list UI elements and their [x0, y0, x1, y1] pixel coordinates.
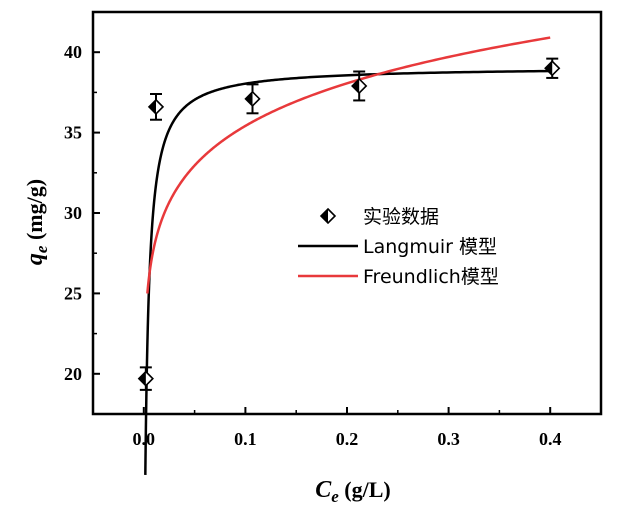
marker-left-half — [321, 209, 328, 223]
data-point — [137, 370, 154, 387]
y-tick-label: 25 — [64, 283, 82, 303]
y-tick-label: 35 — [64, 123, 82, 143]
marker-outline — [544, 60, 561, 77]
data-point — [244, 90, 261, 107]
x-axis-label: Ce (g/L) — [315, 477, 391, 506]
series-line-freundlich — [146, 36, 551, 295]
y-axis-label: qe (mg/g) — [22, 179, 51, 265]
series-line-langmuir — [144, 69, 551, 475]
marker-outline — [319, 207, 337, 225]
marker-right-half — [252, 91, 260, 106]
legend-label: Freundlich模型 — [363, 266, 499, 288]
x-tick-label: 0.0 — [133, 429, 156, 449]
data-point — [544, 60, 561, 77]
y-tick-label: 40 — [64, 42, 82, 62]
marker-right-half — [359, 78, 367, 93]
x-tick-label: 0.1 — [234, 429, 257, 449]
legend-label: 实验数据 — [363, 206, 439, 228]
legend: 实验数据 Langmuir 模型 Freundlich模型 — [298, 206, 499, 288]
marker-left-half — [148, 99, 156, 114]
legend-label: Langmuir 模型 — [363, 236, 497, 258]
marker-left-half — [545, 61, 553, 76]
marker-right-half — [145, 371, 153, 386]
marker-right-half — [328, 209, 335, 223]
x-tick-label: 0.2 — [336, 429, 359, 449]
x-tick-label: 0.3 — [437, 429, 460, 449]
marker-outline — [244, 90, 261, 107]
x-axis-ticks: 0.0 0.1 0.2 0.3 0.4 — [133, 407, 562, 449]
marker-outline — [137, 370, 154, 387]
marker-left-half — [352, 78, 360, 93]
marker-right-half — [155, 99, 163, 114]
marker-right-half — [552, 61, 560, 76]
y-tick-label: 20 — [64, 364, 82, 384]
legend-marker — [319, 207, 337, 225]
data-point — [147, 98, 165, 116]
marker-left-half — [245, 91, 253, 106]
y-axis-ticks: 20 25 30 35 40 — [64, 42, 100, 384]
data-point — [351, 77, 368, 95]
x-tick-label: 0.4 — [539, 429, 562, 449]
y-tick-label: 30 — [64, 203, 82, 223]
marker-outline — [351, 77, 368, 95]
marker-left-half — [138, 371, 146, 386]
marker-outline — [147, 98, 165, 116]
series-layer — [137, 36, 561, 475]
